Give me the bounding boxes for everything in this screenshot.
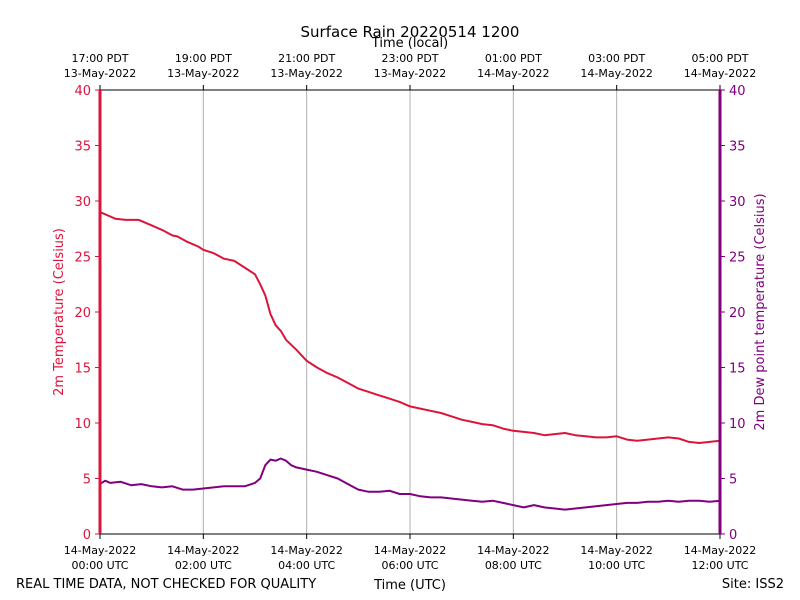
y-right-tick-label-25: 25 — [729, 251, 746, 266]
x-bottom-tick-date-5: 14-May-2022 — [580, 544, 652, 557]
x-bottom-tick-time-0: 00:00 UTC — [71, 559, 128, 572]
x-bottom-tick-time-2: 04:00 UTC — [278, 559, 335, 572]
temperature-line — [99, 211, 721, 444]
x-bottom-tick-time-5: 10:00 UTC — [588, 559, 645, 572]
x-top-tick-time-4: 01:00 PDT — [485, 52, 542, 65]
x-bottom-tick-date-2: 14-May-2022 — [270, 544, 342, 557]
x-top-tick-time-1: 19:00 PDT — [175, 52, 232, 65]
top-axis-label: Time (local) — [371, 36, 448, 51]
x-bottom-tick-date-4: 14-May-2022 — [477, 544, 549, 557]
x-top-tick-time-3: 23:00 PDT — [381, 52, 438, 65]
x-top-tick-date-0: 13-May-2022 — [64, 67, 136, 80]
y-left-tick-label-40: 40 — [74, 84, 91, 99]
y-left-tick-label-0: 0 — [83, 528, 91, 543]
y-axis-left-label: 2m Temperature (Celsius) — [52, 228, 67, 396]
x-bottom-tick-date-6: 14-May-2022 — [684, 544, 756, 557]
x-axis-label: Time (UTC) — [373, 578, 446, 593]
x-top-tick-date-5: 14-May-2022 — [580, 67, 652, 80]
y-right-tick-label-30: 30 — [729, 195, 746, 210]
y-left-tick-label-15: 15 — [74, 362, 91, 377]
y-right-tick-label-0: 0 — [729, 528, 737, 543]
x-bottom-tick-time-3: 06:00 UTC — [381, 559, 438, 572]
x-top-tick-date-1: 13-May-2022 — [167, 67, 239, 80]
x-top-tick-time-2: 21:00 PDT — [278, 52, 335, 65]
dewpoint-line — [99, 457, 721, 511]
y-left-tick-label-25: 25 — [74, 251, 91, 266]
x-top-tick-time-5: 03:00 PDT — [588, 52, 645, 65]
x-bottom-tick-time-4: 08:00 UTC — [485, 559, 542, 572]
y-right-tick-label-10: 10 — [729, 417, 746, 432]
y-axis-right-label: 2m Dew point temperature (Celsius) — [753, 193, 768, 430]
x-top-tick-time-0: 17:00 PDT — [71, 52, 128, 65]
plot-area: 0 0 5 5 10 10 15 15 20 20 25 25 30 30 35 35 40 40 14-May-2… — [64, 52, 756, 572]
x-top-tick-date-3: 13-May-2022 — [374, 67, 446, 80]
x-top-tick-time-6: 05:00 PDT — [691, 52, 748, 65]
x-top-tick-date-2: 13-May-2022 — [270, 67, 342, 80]
data-quality-notice: REAL TIME DATA, NOT CHECKED FOR QUALITY — [16, 577, 316, 592]
y-left-tick-label-20: 20 — [74, 306, 91, 321]
y-right-tick-label-15: 15 — [729, 362, 746, 377]
y-left-tick-label-30: 30 — [74, 195, 91, 210]
y-right-tick-label-40: 40 — [729, 84, 746, 99]
x-bottom-tick-date-1: 14-May-2022 — [167, 544, 239, 557]
chart-title: Surface Rain 20220514 1200 — [301, 23, 520, 41]
x-top-tick-date-4: 14-May-2022 — [477, 67, 549, 80]
x-bottom-tick-date-3: 14-May-2022 — [374, 544, 446, 557]
x-top-tick-date-6: 14-May-2022 — [684, 67, 756, 80]
x-bottom-tick-time-1: 02:00 UTC — [175, 559, 232, 572]
y-left-tick-label-35: 35 — [74, 140, 91, 155]
x-bottom-tick-time-6: 12:00 UTC — [691, 559, 748, 572]
x-bottom-tick-date-0: 14-May-2022 — [64, 544, 136, 557]
y-right-tick-label-35: 35 — [729, 140, 746, 155]
y-left-tick-label-5: 5 — [83, 473, 91, 488]
y-right-tick-label-20: 20 — [729, 306, 746, 321]
site-label: Site: ISS2 — [722, 577, 784, 592]
y-left-tick-label-10: 10 — [74, 417, 91, 432]
y-right-tick-label-5: 5 — [729, 473, 737, 488]
